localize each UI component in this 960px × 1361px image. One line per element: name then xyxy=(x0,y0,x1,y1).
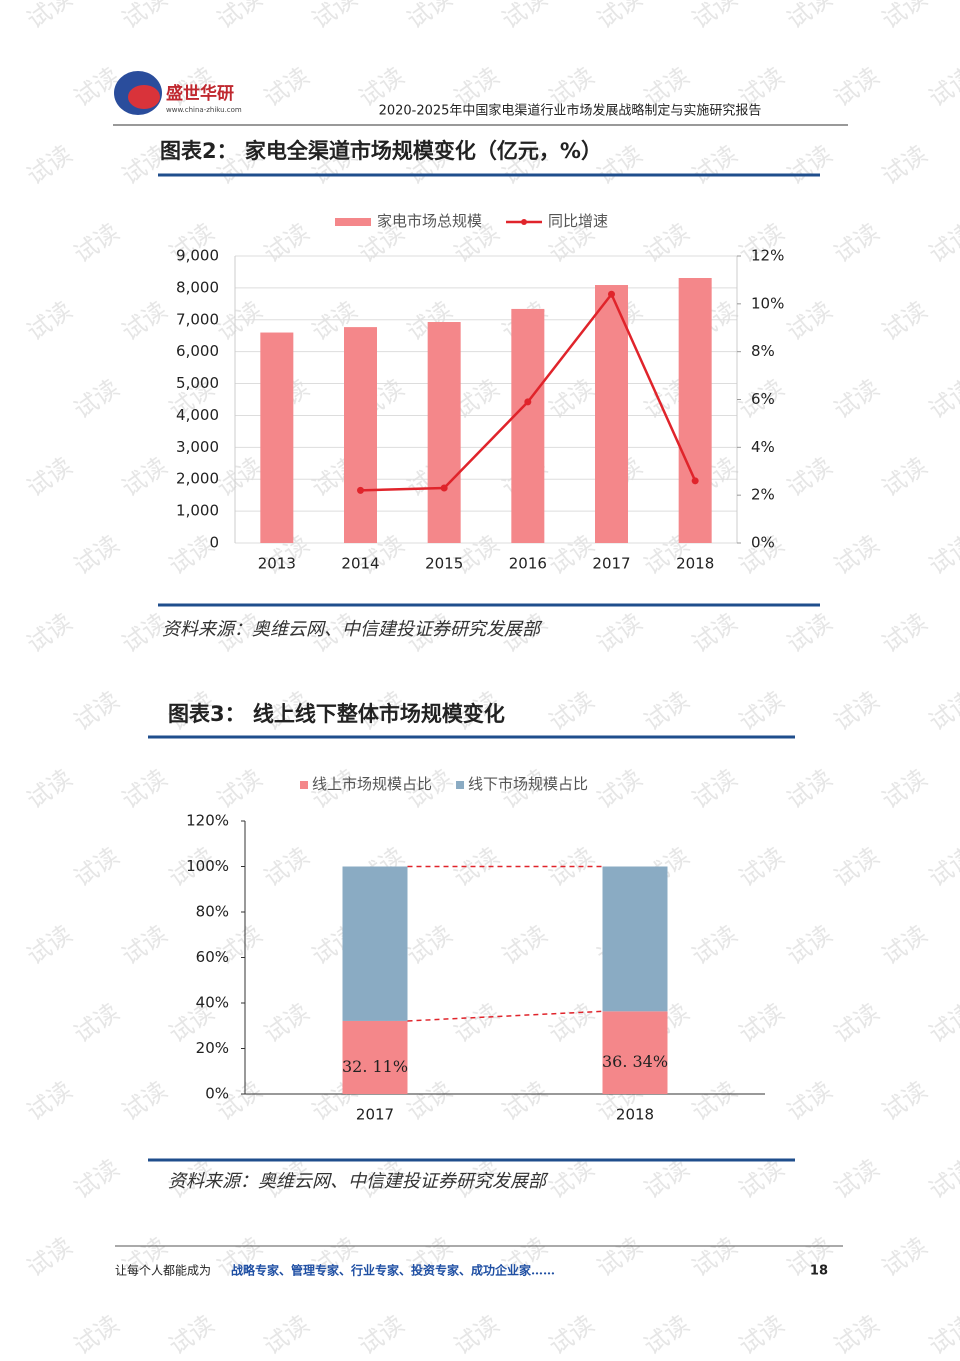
bar xyxy=(427,322,461,543)
x-tick-label: 2018 xyxy=(676,555,714,573)
footer-highlight: 战略专家、管理专家、行业专家、投资专家、成功企业家…… xyxy=(231,1263,555,1278)
logo: 盛世华研 www.china-zhiku.com xyxy=(114,71,242,115)
x-tick-label: 2016 xyxy=(509,555,547,573)
y-tick-label: 3,000 xyxy=(176,438,219,456)
source: 资料来源：奥维云网、中信建投证券研究发展部 xyxy=(162,619,543,640)
y2-tick-label: 0% xyxy=(751,534,775,552)
growth-point xyxy=(440,484,448,492)
y-tick-label: 5,000 xyxy=(176,374,219,392)
y-tick-label: 40% xyxy=(196,994,229,1012)
y-tick-label: 0 xyxy=(209,534,219,552)
y2-tick-label: 8% xyxy=(751,342,775,360)
legend-swatch xyxy=(335,218,371,226)
x-tick-label: 2018 xyxy=(616,1106,654,1124)
x-tick-label: 2017 xyxy=(592,555,630,573)
stacked-bar xyxy=(602,866,668,1012)
y-tick-label: 6,000 xyxy=(176,342,219,360)
y-tick-label: 100% xyxy=(186,857,229,875)
logo-mark xyxy=(128,85,160,109)
y-tick-label: 0% xyxy=(205,1085,229,1103)
value-label: 36. 34% xyxy=(602,1052,668,1071)
x-tick-label: 2013 xyxy=(258,555,296,573)
y2-tick-label: 12% xyxy=(751,247,784,265)
x-tick-label: 2015 xyxy=(425,555,463,573)
logo-text: 盛世华研 xyxy=(166,83,234,104)
stacked-bar xyxy=(342,866,408,1021)
page-number: 18 xyxy=(810,1264,828,1279)
value-label: 32. 11% xyxy=(342,1057,408,1076)
y-tick-label: 20% xyxy=(196,1039,229,1057)
figure-title: 图表3： 线上线下整体市场规模变化 xyxy=(168,702,505,726)
figure-title: 图表2： 家电全渠道市场规模变化（亿元，%） xyxy=(160,139,602,163)
legend-label: 线上市场规模占比 xyxy=(312,775,432,793)
bar xyxy=(595,285,628,543)
y-tick-label: 4,000 xyxy=(176,406,219,424)
legend-label: 家电市场总规模 xyxy=(377,212,482,230)
y2-tick-label: 10% xyxy=(751,294,784,312)
logo-url: www.china-zhiku.com xyxy=(166,106,242,114)
x-tick-label: 2014 xyxy=(341,555,379,573)
y-tick-label: 120% xyxy=(186,812,229,830)
y-tick-label: 7,000 xyxy=(176,310,219,328)
legend-swatch xyxy=(300,781,308,789)
connector xyxy=(407,1010,603,1022)
y-tick-label: 9,000 xyxy=(176,247,219,265)
stacked-bar xyxy=(602,1011,668,1094)
y2-tick-label: 4% xyxy=(751,438,775,456)
x-tick-label: 2017 xyxy=(356,1106,394,1124)
report-title: 2020-2025年中国家电渠道行业市场发展战略制定与实施研究报告 xyxy=(379,103,762,119)
footer-slogan: 让每个人都能成为 xyxy=(115,1263,211,1278)
legend-marker xyxy=(521,219,528,225)
legend-swatch xyxy=(456,781,465,789)
y-tick-label: 60% xyxy=(196,948,229,966)
growth-point xyxy=(691,477,699,485)
y2-tick-label: 2% xyxy=(751,486,775,504)
legend-label: 同比增速 xyxy=(548,212,608,230)
growth-point xyxy=(524,398,532,406)
bar xyxy=(344,327,377,543)
y-tick-label: 80% xyxy=(196,903,229,921)
y2-tick-label: 6% xyxy=(751,390,775,408)
y-tick-label: 8,000 xyxy=(176,278,219,296)
source: 资料来源：奥维云网、中信建投证券研究发展部 xyxy=(168,1171,549,1192)
bar xyxy=(678,278,712,543)
stacked-bar xyxy=(342,1020,408,1094)
y-tick-label: 1,000 xyxy=(176,502,219,520)
bar xyxy=(260,332,294,543)
growth-point xyxy=(608,290,615,298)
legend-label: 线下市场规模占比 xyxy=(468,775,588,793)
bar xyxy=(511,308,545,543)
growth-point xyxy=(357,486,364,494)
y-tick-label: 2,000 xyxy=(176,470,219,488)
